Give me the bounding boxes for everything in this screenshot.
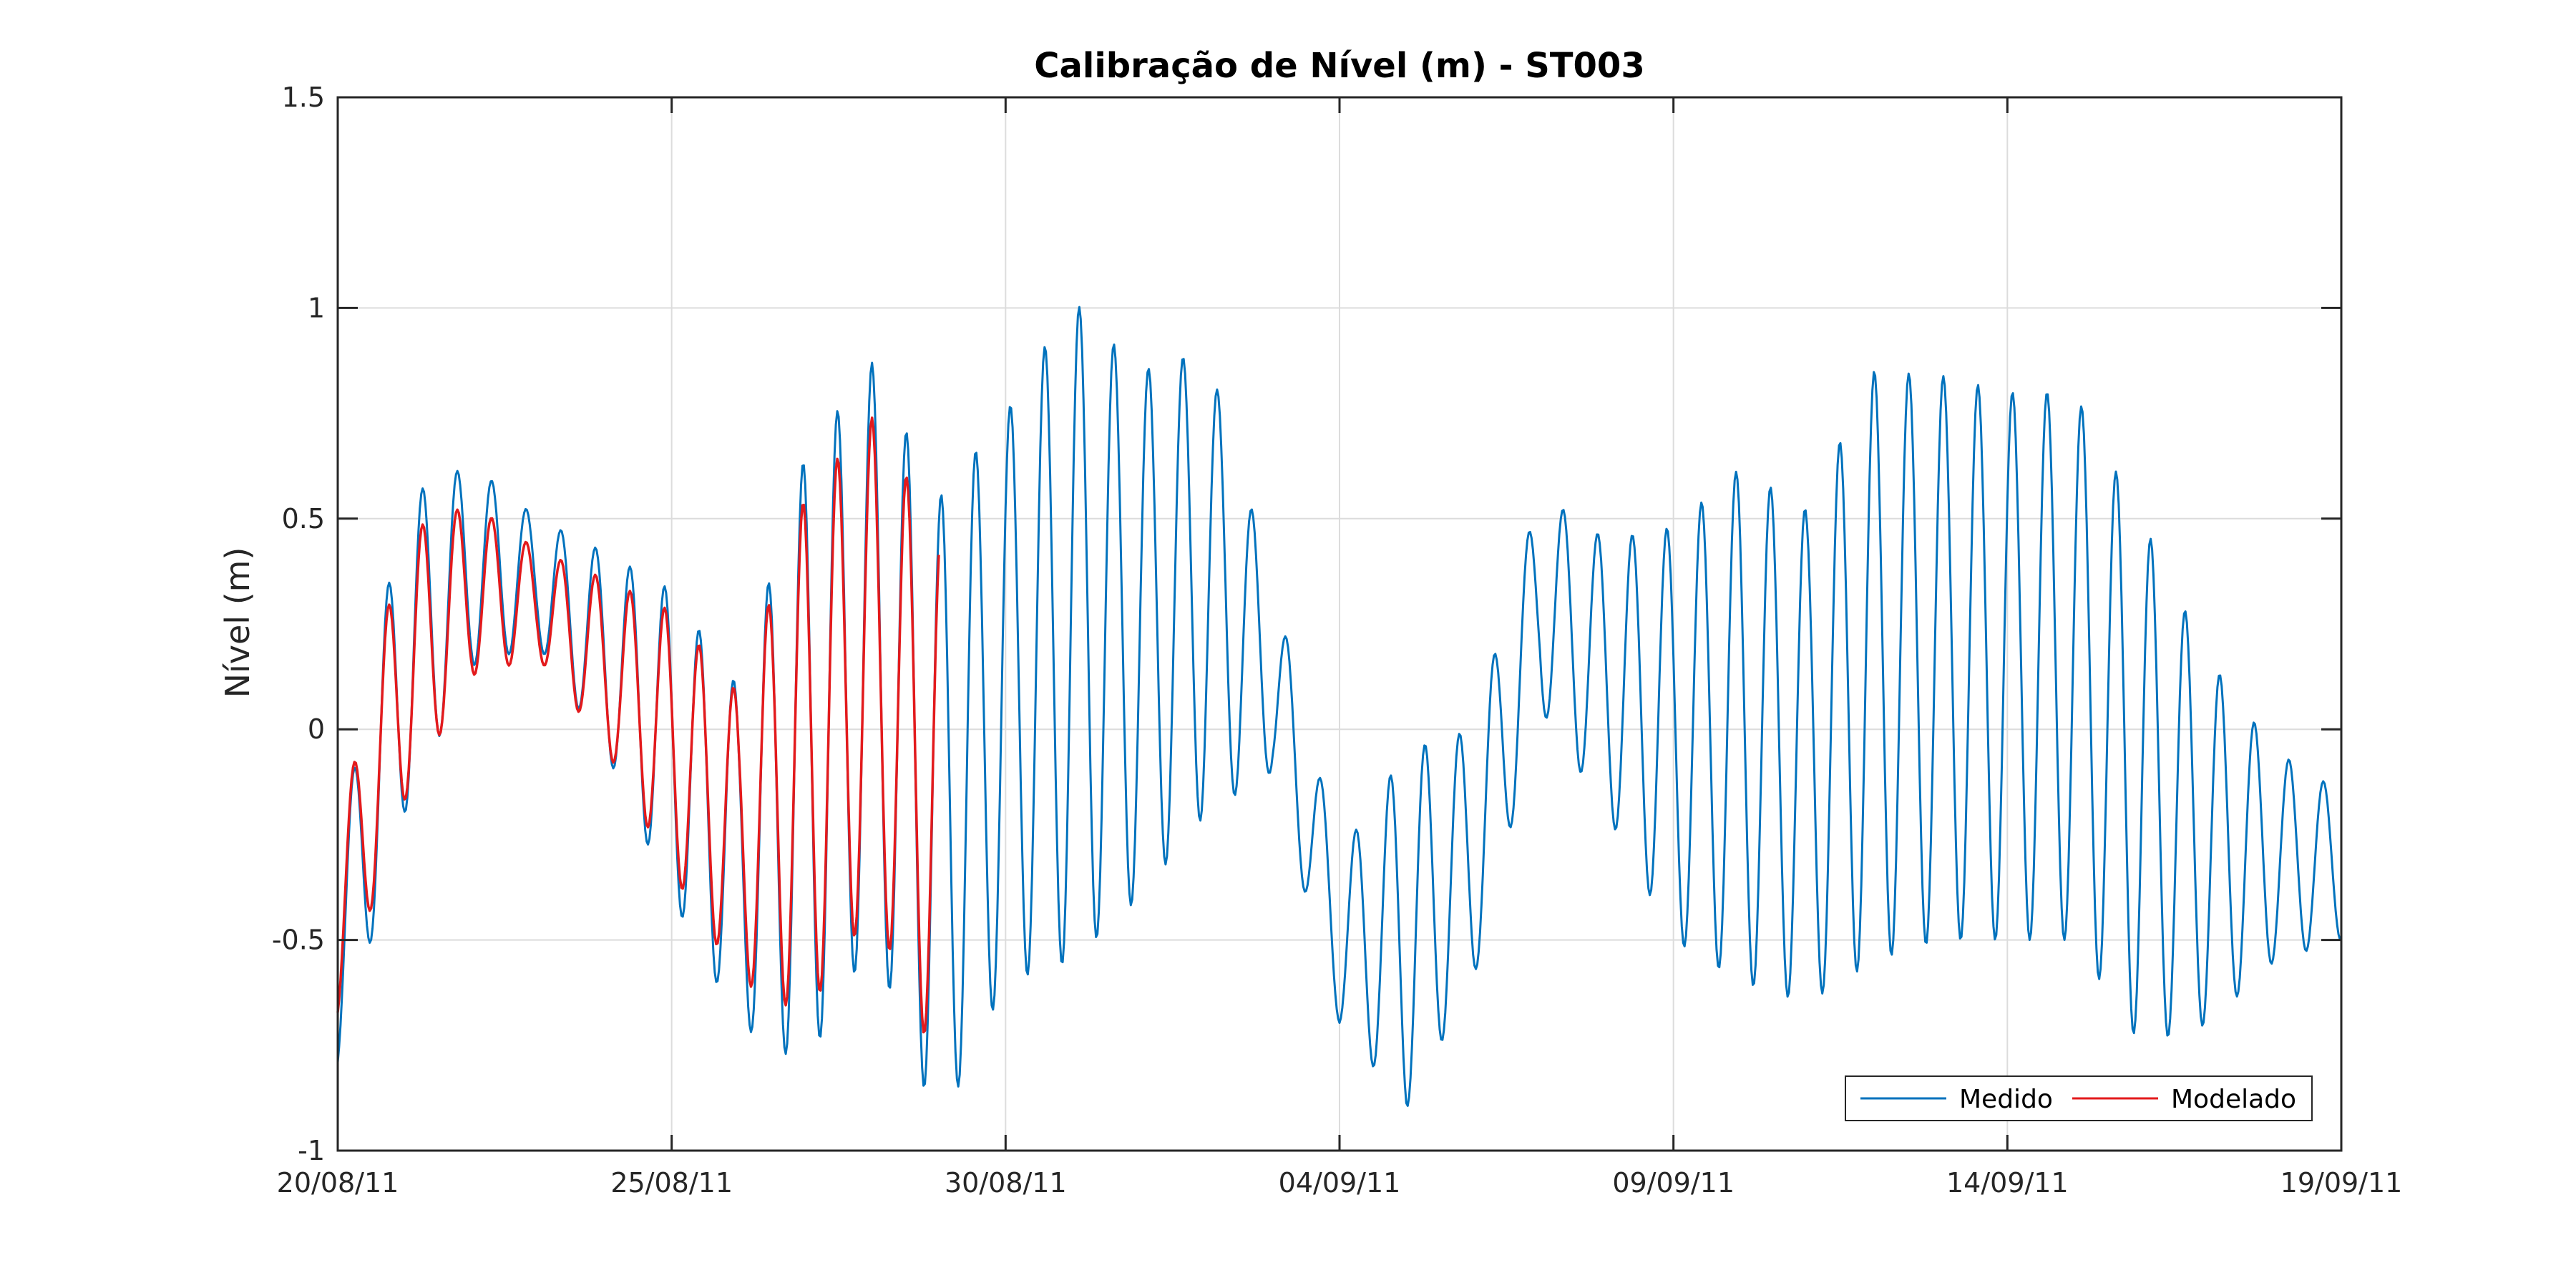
- y-tick-label: -0.5: [272, 924, 325, 956]
- x-tick-label: 30/08/11: [945, 1167, 1067, 1199]
- grid: [338, 97, 2341, 1151]
- series-line-modelado: [336, 416, 940, 1034]
- y-tick-label: 1.5: [282, 82, 325, 113]
- y-axis-label: Nível (m): [218, 547, 257, 698]
- y-tick-label: 0: [308, 713, 325, 745]
- y-tick-label: 0.5: [282, 503, 325, 535]
- y-tick-label: 1: [308, 292, 325, 323]
- legend-label-medido: Medido: [1959, 1085, 2053, 1114]
- x-tick-label: 25/08/11: [610, 1167, 733, 1199]
- x-tick-label: 20/08/11: [277, 1167, 399, 1199]
- ticks: 20/08/11 25/08/11 30/08/11 04/09/11 09/09/11…: [272, 82, 2402, 1199]
- x-tick-label: 19/09/11: [2280, 1167, 2403, 1199]
- x-tick-label: 14/09/11: [1946, 1167, 2069, 1199]
- chart-title: Calibração de Nível (m) - ST003: [1034, 46, 1644, 86]
- x-tick-label: 04/09/11: [1279, 1167, 1401, 1199]
- legend-label-modelado: Modelado: [2171, 1085, 2296, 1114]
- y-tick-label: -1: [298, 1135, 325, 1166]
- legend: Medido Modelado: [1845, 1075, 2313, 1121]
- x-tick-label: 09/09/11: [1612, 1167, 1735, 1199]
- series-layer: [336, 306, 2342, 1107]
